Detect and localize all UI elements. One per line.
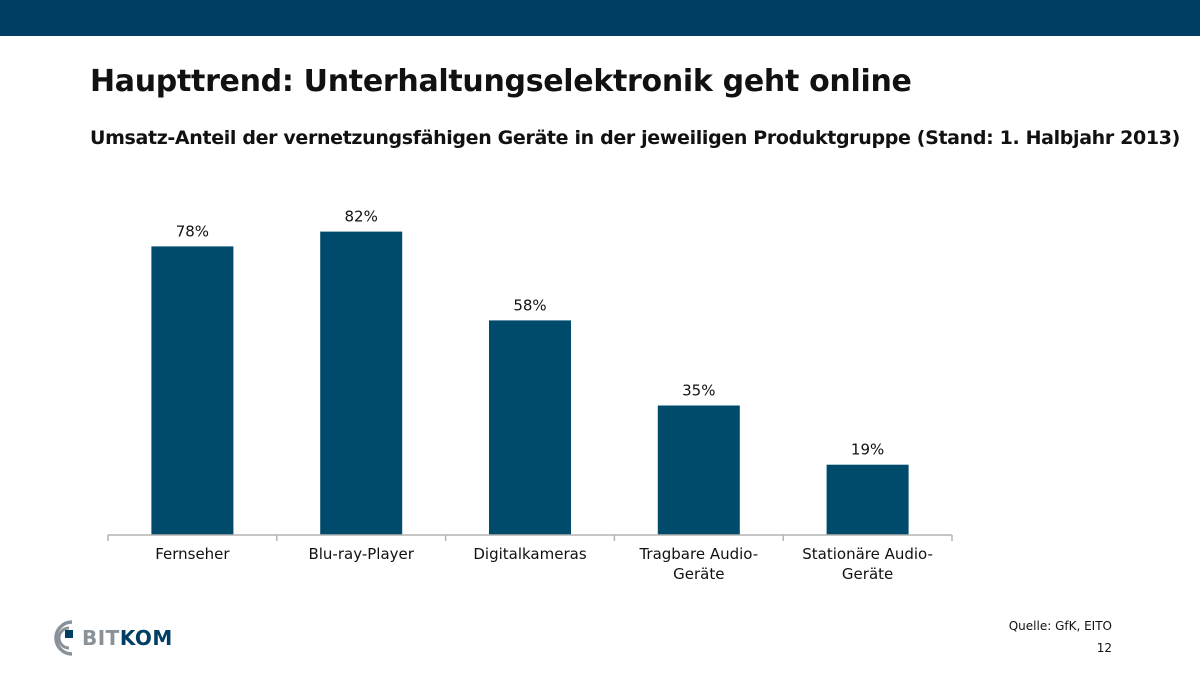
bitkom-logo: BITKOM xyxy=(46,616,196,664)
slide-subtitle: Umsatz-Anteil der vernetzungsfähigen Ger… xyxy=(90,127,1180,149)
bar-digitalkameras xyxy=(489,320,571,535)
bitkom-logo-icon xyxy=(54,620,73,656)
category-label-fernseher: Fernseher xyxy=(155,545,230,563)
category-label-stationäre-audio-geräte-line2: Geräte xyxy=(842,565,893,583)
value-label-blu-ray-player: 82% xyxy=(345,208,378,226)
logo-wordmark-part1: BIT xyxy=(82,626,120,650)
top-bar xyxy=(0,0,1200,36)
category-label-tragbare-audio-geräte-line1: Tragbare Audio- xyxy=(638,545,758,563)
value-label-tragbare-audio-geräte: 35% xyxy=(682,382,715,400)
bar-blu-ray-player xyxy=(320,231,403,535)
category-label-tragbare-audio-geräte-line2: Geräte xyxy=(673,565,724,583)
bar-stationäre-audio-geräte xyxy=(826,464,909,535)
value-labels-layer: 78% 82% 58% 35% 19% xyxy=(176,208,885,459)
category-label-digitalkameras: Digitalkameras xyxy=(473,545,586,563)
source-note: Quelle: GfK, EITO xyxy=(1008,619,1112,633)
value-label-fernseher: 78% xyxy=(176,222,209,240)
bar-tragbare-audio-geräte xyxy=(657,405,740,535)
category-label-blu-ray-player: Blu-ray-Player xyxy=(308,545,414,563)
value-label-digitalkameras: 58% xyxy=(513,296,546,314)
bar-fernseher xyxy=(151,246,234,535)
logo-wordmark: BITKOM xyxy=(82,626,173,650)
slide-title: Haupttrend: Unterhaltungselektronik geht… xyxy=(90,64,912,99)
bars-layer xyxy=(151,231,909,535)
category-labels-layer: Fernseher Blu-ray-Player Digitalkameras Tra… xyxy=(155,545,933,583)
page-number: 12 xyxy=(1096,641,1112,655)
category-label-stationäre-audio-geräte-line1: Stationäre Audio- xyxy=(802,545,933,563)
x-axis-ticks xyxy=(107,535,953,541)
value-label-stationäre-audio-geräte: 19% xyxy=(851,441,884,459)
logo-wordmark-part2: KOM xyxy=(119,626,173,650)
